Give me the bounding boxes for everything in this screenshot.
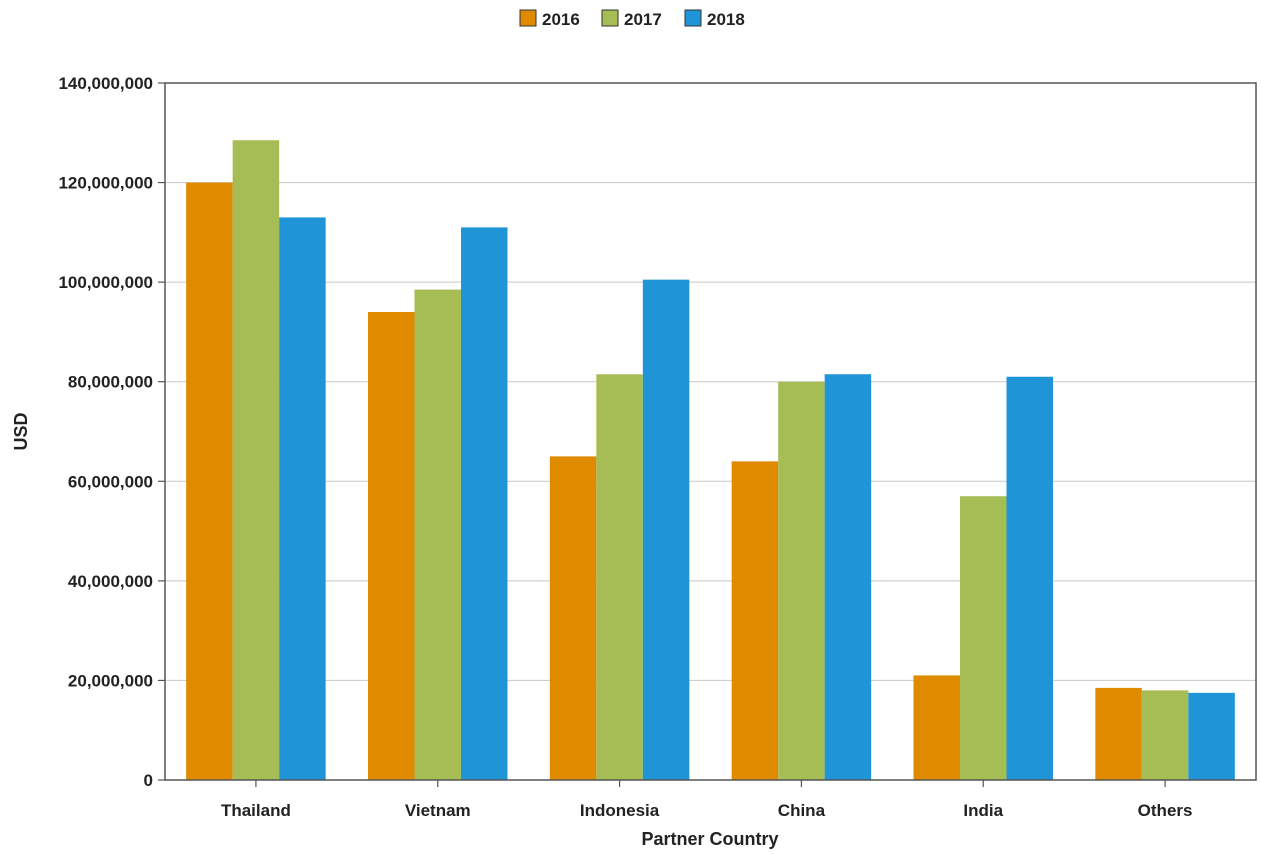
- y-tick-label: 100,000,000: [58, 273, 153, 292]
- bar-vietnam-2016: [368, 312, 415, 780]
- x-tick-label: Vietnam: [405, 801, 471, 820]
- bar-vietnam-2018: [461, 227, 508, 781]
- bar-thailand-2016: [186, 182, 233, 781]
- x-tick-label: Others: [1138, 801, 1193, 820]
- x-tick-label: Indonesia: [580, 801, 660, 820]
- bar-others-2016: [1095, 687, 1142, 780]
- x-axis-ticks: Thailand Vietnam Indonesia China India Others: [221, 780, 1193, 820]
- bar-india-2017: [960, 496, 1007, 780]
- y-tick-label: 60,000,000: [68, 472, 153, 491]
- y-axis-ticks: 0 20,000,000 40,000,000 60,000,000 80,000,00…: [58, 74, 165, 790]
- bar-vietnam-2017: [414, 289, 461, 780]
- legend-swatch-2016: [519, 9, 537, 27]
- bars: [186, 140, 1235, 781]
- bar-china-2016: [731, 461, 779, 780]
- y-axis-title: USD: [11, 412, 31, 450]
- y-tick-label: 0: [144, 771, 153, 790]
- bar-thailand-2018: [279, 217, 326, 780]
- y-tick-label: 120,000,000: [58, 174, 153, 193]
- legend-label-2017: 2017: [624, 10, 662, 29]
- y-tick-label: 140,000,000: [58, 74, 153, 93]
- bar-india-2016: [913, 675, 960, 780]
- bar-thailand-2017: [232, 140, 280, 781]
- bar-indonesia-2018: [642, 279, 690, 780]
- legend-label-2018: 2018: [707, 10, 745, 29]
- bar-china-2017: [778, 381, 825, 780]
- x-tick-label: India: [963, 801, 1003, 820]
- x-tick-label: Thailand: [221, 801, 291, 820]
- bar-indonesia-2016: [549, 456, 597, 780]
- y-tick-label: 40,000,000: [68, 572, 153, 591]
- x-axis-title: Partner Country: [641, 829, 778, 849]
- x-tick-label: China: [778, 801, 826, 820]
- y-tick-label: 80,000,000: [68, 373, 153, 392]
- bar-china-2018: [824, 374, 872, 780]
- bar-india-2018: [1006, 376, 1053, 780]
- legend: 2016 2017 2018: [519, 9, 745, 29]
- legend-label-2016: 2016: [542, 10, 580, 29]
- bar-others-2017: [1141, 690, 1189, 780]
- gridlines: [165, 182, 1256, 681]
- bar-others-2018: [1188, 692, 1235, 780]
- bar-indonesia-2017: [596, 374, 643, 780]
- y-tick-label: 20,000,000: [68, 671, 153, 690]
- legend-swatch-2017: [601, 9, 619, 27]
- legend-swatch-2018: [684, 9, 702, 27]
- plot-frame: [164, 82, 1257, 781]
